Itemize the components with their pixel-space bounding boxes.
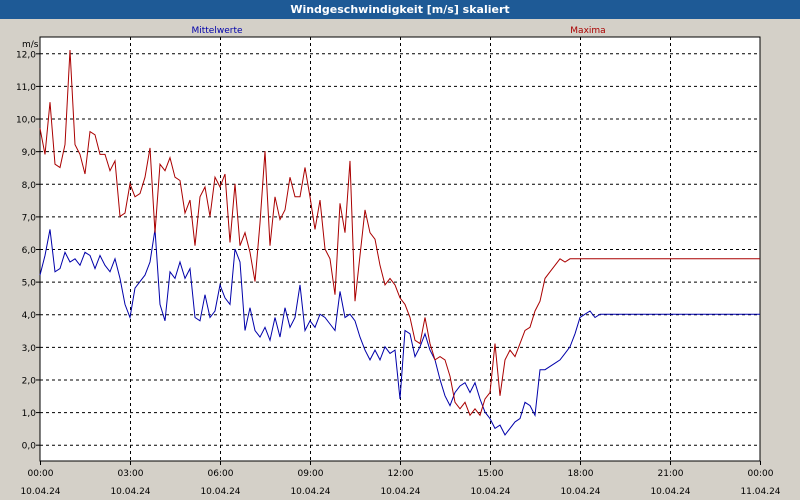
y-tick-label: 3,0 (22, 344, 37, 354)
y-axis-label: m/s (22, 40, 39, 50)
x-tick-time: 21:00 (658, 469, 684, 479)
x-tick-time: 12:00 (388, 469, 414, 479)
x-tick-time: 00:00 (28, 469, 54, 479)
x-tick-time: 06:00 (208, 469, 234, 479)
x-tick-date: 10.04.24 (470, 487, 510, 497)
y-tick-label: 2,0 (22, 376, 37, 386)
y-tick-label: 5,0 (22, 279, 37, 289)
series-line-maxima (39, 49, 760, 417)
x-tick-time: 18:00 (568, 469, 594, 479)
y-tick-label: 4,0 (22, 311, 37, 321)
series-line-mittelwerte (39, 229, 760, 436)
x-tick-date: 10.04.24 (200, 487, 240, 497)
y-tick-label: 6,0 (22, 246, 37, 256)
y-tick-label: 10,0 (16, 116, 36, 126)
x-tick-date: 10.04.24 (110, 487, 150, 497)
y-tick-label: 8,0 (22, 181, 37, 191)
x-tick-date: 10.04.24 (290, 487, 330, 497)
y-tick-label: 7,0 (22, 213, 37, 223)
x-tick-date: 11.04.24 (740, 487, 780, 497)
legend-mittelwerte: Mittelwerte (191, 26, 242, 36)
x-tick-date: 10.04.24 (20, 487, 60, 497)
y-tick-label: 11,0 (16, 83, 36, 93)
x-tick-date: 10.04.24 (560, 487, 600, 497)
x-tick-time: 15:00 (478, 469, 504, 479)
wind-speed-chart: 0,0 1,0 2,0 3,0 4,0 5,0 6,0 7,0 8,0 9,0 10,0 11,0 12… (16, 26, 781, 497)
y-tick-label: 9,0 (22, 148, 37, 158)
y-tick-label: 0,0 (22, 442, 37, 452)
x-tick-time: 03:00 (118, 469, 144, 479)
legend-maxima: Maxima (570, 26, 605, 36)
x-tick-time: 00:00 (748, 469, 774, 479)
x-tick-date: 10.04.24 (650, 487, 690, 497)
x-tick-date: 10.04.24 (380, 487, 420, 497)
x-tick-time: 09:00 (298, 469, 324, 479)
y-tick-label: 1,0 (22, 409, 37, 419)
y-tick-label: 12,0 (16, 50, 36, 60)
window-title: Windgeschwindigkeit [m/s] skaliert (0, 0, 800, 19)
